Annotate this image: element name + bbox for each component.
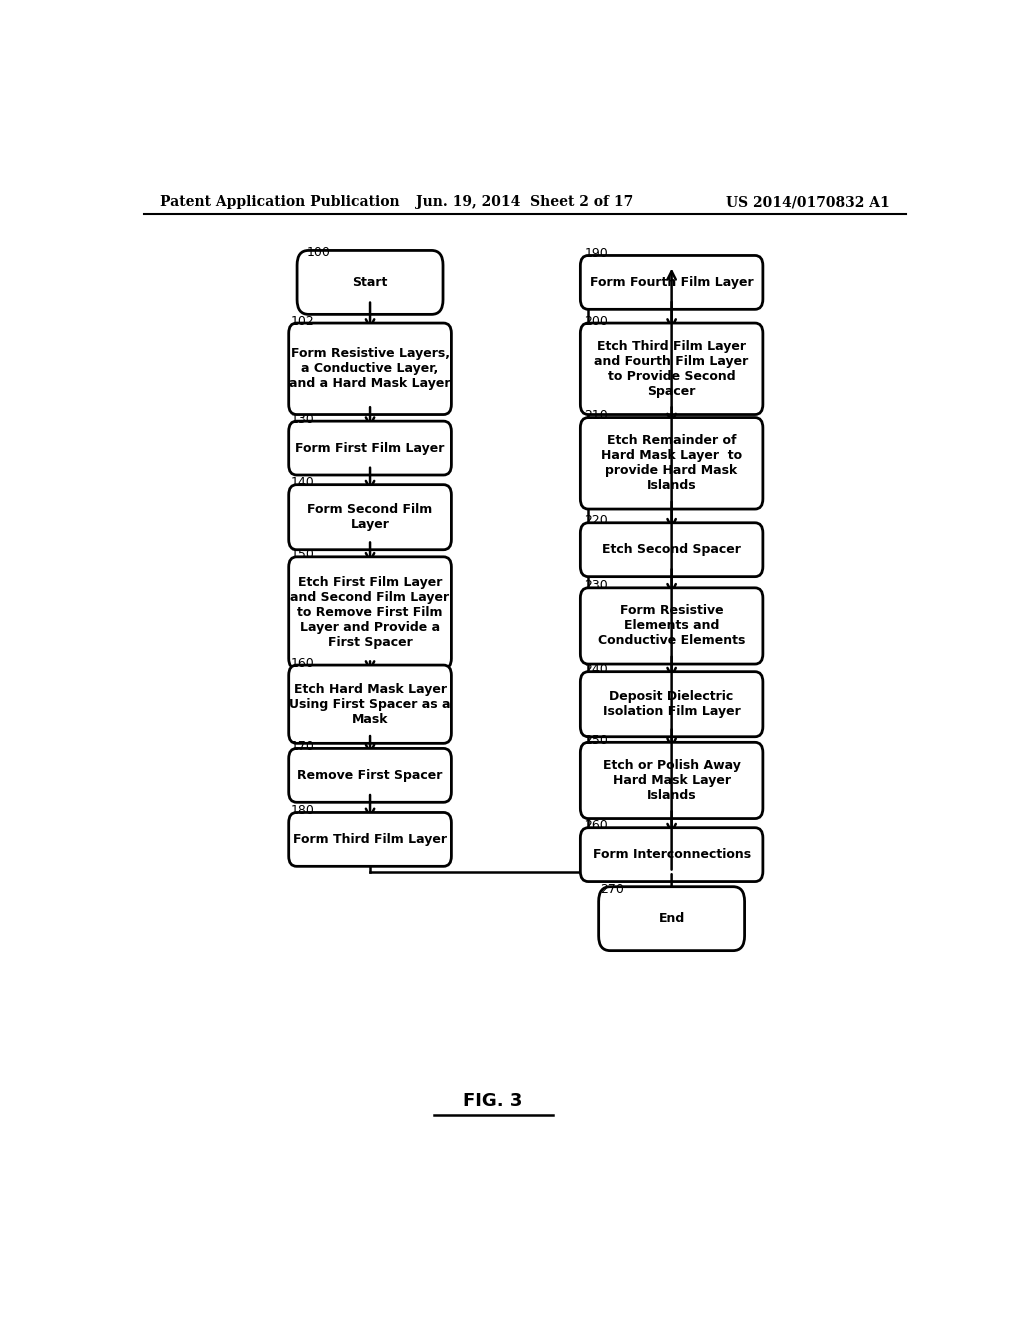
Text: Patent Application Publication: Patent Application Publication [160, 195, 399, 209]
FancyBboxPatch shape [289, 484, 452, 549]
FancyBboxPatch shape [581, 742, 763, 818]
Text: Deposit Dielectric
Isolation Film Layer: Deposit Dielectric Isolation Film Layer [603, 690, 740, 718]
Text: Form Third Film Layer: Form Third Film Layer [293, 833, 447, 846]
Text: 140: 140 [291, 477, 314, 490]
Text: Form Interconnections: Form Interconnections [593, 849, 751, 861]
Text: End: End [658, 912, 685, 925]
Text: Form Second Film
Layer: Form Second Film Layer [307, 503, 433, 531]
Text: 190: 190 [585, 247, 608, 260]
Text: Start: Start [352, 276, 388, 289]
Text: 130: 130 [291, 413, 314, 425]
FancyBboxPatch shape [289, 748, 452, 803]
Text: US 2014/0170832 A1: US 2014/0170832 A1 [726, 195, 890, 209]
FancyBboxPatch shape [289, 812, 452, 866]
Text: 250: 250 [585, 734, 608, 747]
Text: 230: 230 [585, 579, 608, 593]
Text: Jun. 19, 2014  Sheet 2 of 17: Jun. 19, 2014 Sheet 2 of 17 [416, 195, 634, 209]
Text: 260: 260 [585, 820, 608, 832]
Text: Form Resistive Layers,
a Conductive Layer,
and a Hard Mask Layer: Form Resistive Layers, a Conductive Laye… [290, 347, 451, 391]
FancyBboxPatch shape [581, 828, 763, 882]
FancyBboxPatch shape [289, 421, 452, 475]
FancyBboxPatch shape [297, 251, 443, 314]
Text: Etch Third Film Layer
and Fourth Film Layer
to Provide Second
Spacer: Etch Third Film Layer and Fourth Film La… [595, 339, 749, 397]
FancyBboxPatch shape [581, 587, 763, 664]
Text: 170: 170 [291, 741, 314, 752]
FancyBboxPatch shape [581, 417, 763, 510]
Text: 160: 160 [291, 656, 314, 669]
Text: Etch Second Spacer: Etch Second Spacer [602, 544, 741, 556]
Text: 220: 220 [585, 515, 608, 527]
FancyBboxPatch shape [581, 323, 763, 414]
Text: 150: 150 [291, 548, 314, 561]
Text: 102: 102 [291, 314, 314, 327]
Text: Etch First Film Layer
and Second Film Layer
to Remove First Film
Layer and Provi: Etch First Film Layer and Second Film La… [291, 577, 450, 649]
FancyBboxPatch shape [581, 672, 763, 737]
Text: Etch or Polish Away
Hard Mask Layer
Islands: Etch or Polish Away Hard Mask Layer Isla… [603, 759, 740, 803]
FancyBboxPatch shape [289, 557, 452, 669]
Text: Remove First Spacer: Remove First Spacer [297, 768, 442, 781]
Text: 270: 270 [600, 883, 624, 896]
Text: Form Fourth Film Layer: Form Fourth Film Layer [590, 276, 754, 289]
Text: 100: 100 [306, 247, 331, 260]
FancyBboxPatch shape [581, 523, 763, 577]
Text: 180: 180 [291, 804, 314, 817]
Text: Etch Hard Mask Layer
Using First Spacer as a
Mask: Etch Hard Mask Layer Using First Spacer … [290, 682, 451, 726]
FancyBboxPatch shape [581, 256, 763, 309]
Text: 200: 200 [585, 314, 608, 327]
Text: FIG. 3: FIG. 3 [464, 1092, 522, 1110]
FancyBboxPatch shape [289, 665, 452, 743]
FancyBboxPatch shape [289, 323, 452, 414]
Text: 240: 240 [585, 663, 608, 676]
Text: Etch Remainder of
Hard Mask Layer  to
provide Hard Mask
Islands: Etch Remainder of Hard Mask Layer to pro… [601, 434, 742, 492]
Text: 210: 210 [585, 409, 608, 422]
Text: Form First Film Layer: Form First Film Layer [295, 442, 444, 454]
Text: Form Resistive
Elements and
Conductive Elements: Form Resistive Elements and Conductive E… [598, 605, 745, 647]
FancyBboxPatch shape [599, 887, 744, 950]
